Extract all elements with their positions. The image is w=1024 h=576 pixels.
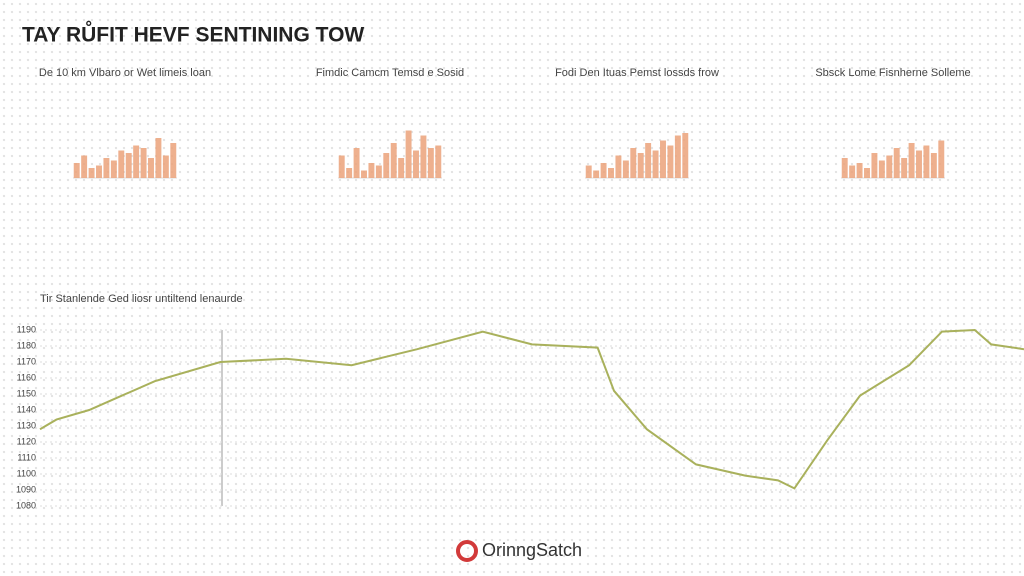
y-tick-label: 1190 xyxy=(17,324,36,334)
bar xyxy=(622,160,629,178)
y-tick-label: 1130 xyxy=(17,420,36,430)
bar xyxy=(383,153,390,178)
y-tick-label: 1170 xyxy=(17,356,36,366)
bar xyxy=(908,143,915,178)
bar xyxy=(148,158,154,178)
bar xyxy=(88,168,95,178)
bar xyxy=(886,155,893,178)
bar xyxy=(125,153,132,178)
bar xyxy=(73,163,80,178)
y-tick-label: 1180 xyxy=(17,340,36,350)
bar xyxy=(81,155,88,178)
y-tick-label: 1080 xyxy=(16,500,36,510)
y-tick-label: 1090 xyxy=(16,484,36,494)
bar xyxy=(110,160,117,178)
bar xyxy=(916,150,922,178)
bar xyxy=(390,143,397,178)
bar xyxy=(375,165,382,178)
page-title: TAY RŮFIT HEVF SENTINING TOW xyxy=(22,21,364,47)
bar xyxy=(893,148,900,178)
y-tick-label: 1150 xyxy=(17,388,36,398)
y-tick-label: 1120 xyxy=(17,436,36,446)
bar xyxy=(155,138,162,178)
bar xyxy=(346,168,353,178)
bar xyxy=(682,133,689,178)
bar xyxy=(938,140,945,178)
panel-title: De 10 km Vlbaro or Wet limeis loan xyxy=(39,67,211,79)
bar xyxy=(361,170,367,178)
bar xyxy=(674,135,681,178)
y-tick-label: 1110 xyxy=(17,452,36,462)
bar xyxy=(170,143,177,178)
bar xyxy=(118,150,125,178)
bar xyxy=(856,163,863,178)
bar xyxy=(593,170,600,178)
bar xyxy=(630,148,637,178)
bar xyxy=(133,145,140,178)
bar xyxy=(585,165,592,178)
brand-icon xyxy=(456,540,478,562)
bar xyxy=(615,155,622,178)
bar xyxy=(368,163,375,178)
bar xyxy=(930,153,937,178)
bar xyxy=(338,155,345,178)
bar xyxy=(667,145,674,178)
bar xyxy=(608,168,614,178)
y-tick-label: 1140 xyxy=(17,404,36,414)
bar xyxy=(162,155,169,178)
panel-title: Fodi Den Ituas Pemst lossds frow xyxy=(555,67,719,79)
bar xyxy=(871,153,878,178)
bar xyxy=(600,163,607,178)
bar xyxy=(413,150,419,178)
bar xyxy=(652,150,659,178)
bar xyxy=(398,158,405,178)
y-tick-label: 1100 xyxy=(17,468,36,478)
bar xyxy=(841,158,848,178)
bar xyxy=(660,140,666,178)
bar xyxy=(901,158,908,178)
bar xyxy=(96,165,102,178)
bar xyxy=(353,148,360,178)
brand-name: OrinngSatch xyxy=(482,540,582,560)
panel-title: Fimdic Camcm Temsd e Sosid xyxy=(316,67,464,79)
bar xyxy=(140,148,147,178)
chart-title: Tir Stanlende Ged liosr untiltend lenaur… xyxy=(40,293,243,305)
line xyxy=(39,328,1024,490)
bar xyxy=(923,145,930,178)
bar xyxy=(103,158,110,178)
bar xyxy=(878,160,885,178)
bar xyxy=(420,135,427,178)
y-tick-label: 1160 xyxy=(17,372,36,382)
panel-title: Sbsck Lome Fisnherne Solleme xyxy=(815,67,970,79)
bar xyxy=(645,143,652,178)
bar xyxy=(435,145,442,178)
bar xyxy=(427,148,434,178)
bar xyxy=(849,165,856,178)
bar xyxy=(405,130,412,178)
bar xyxy=(637,153,644,178)
bar xyxy=(864,168,870,178)
